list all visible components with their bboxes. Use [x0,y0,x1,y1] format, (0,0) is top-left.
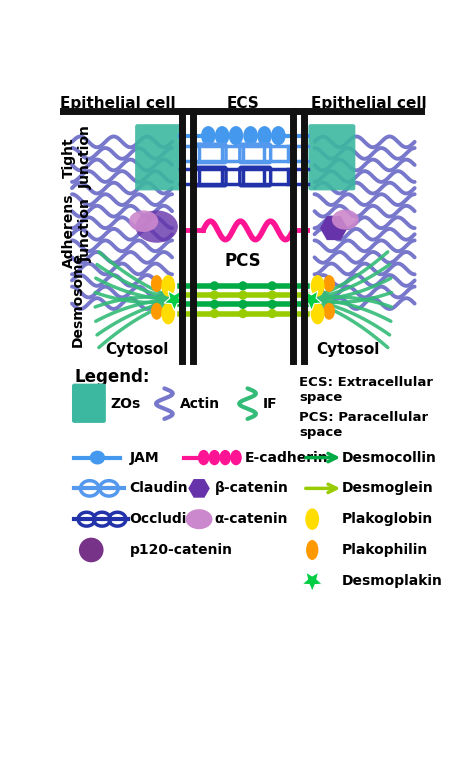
Ellipse shape [129,210,158,232]
Ellipse shape [198,450,210,465]
Ellipse shape [228,126,243,145]
Text: Epithelial cell: Epithelial cell [310,96,426,111]
Text: Desmoplakin: Desmoplakin [341,573,442,587]
Text: Desmoglein: Desmoglein [341,482,433,496]
Circle shape [267,309,277,318]
Ellipse shape [257,126,272,145]
Text: Claudin: Claudin [130,482,188,496]
Ellipse shape [151,303,163,320]
Ellipse shape [305,508,319,530]
Text: PCS: Paracellular
space: PCS: Paracellular space [299,412,428,440]
Ellipse shape [271,126,286,145]
Ellipse shape [161,303,175,324]
FancyBboxPatch shape [72,384,106,423]
Circle shape [238,309,247,318]
Circle shape [238,281,247,290]
Text: PCS: PCS [225,252,261,270]
Polygon shape [302,572,322,591]
Text: Occludin: Occludin [130,512,197,526]
Text: Desmosome: Desmosome [70,252,84,347]
FancyBboxPatch shape [309,124,356,191]
Text: ECS: ECS [227,96,259,111]
Text: ZOs: ZOs [110,397,141,411]
Text: Tight
Junction: Tight Junction [62,125,92,189]
Ellipse shape [310,275,325,296]
Ellipse shape [332,209,359,230]
Circle shape [267,290,277,300]
Text: Legend:: Legend: [74,368,150,386]
Circle shape [210,281,219,290]
Ellipse shape [323,303,335,320]
Ellipse shape [136,210,178,243]
Circle shape [210,300,219,309]
Text: p120-catenin: p120-catenin [130,543,233,557]
Text: Plakophilin: Plakophilin [341,543,428,557]
Ellipse shape [90,450,105,464]
Text: Cytosol: Cytosol [317,342,380,357]
Text: Actin: Actin [180,397,220,411]
Text: IF: IF [263,397,278,411]
Circle shape [238,300,247,309]
Text: ECS: Extracellular
space: ECS: Extracellular space [299,376,433,404]
Ellipse shape [151,275,163,292]
Ellipse shape [323,275,335,292]
Polygon shape [164,291,185,310]
Circle shape [210,309,219,318]
Ellipse shape [230,450,242,465]
Ellipse shape [310,303,325,324]
Polygon shape [188,479,210,498]
Polygon shape [301,291,322,310]
Circle shape [79,538,103,562]
Text: Epithelial cell: Epithelial cell [60,96,176,111]
Ellipse shape [201,126,216,145]
Ellipse shape [161,275,175,296]
Ellipse shape [209,450,220,465]
Text: Plakoglobin: Plakoglobin [341,512,433,526]
Ellipse shape [219,450,231,465]
Text: Adherens
Junction: Adherens Junction [62,193,92,268]
FancyBboxPatch shape [135,124,182,191]
Ellipse shape [185,509,212,529]
Polygon shape [320,216,347,240]
Ellipse shape [306,540,319,560]
Circle shape [267,300,277,309]
Circle shape [210,290,219,300]
Ellipse shape [243,126,258,145]
Ellipse shape [215,126,229,145]
Text: JAM: JAM [130,450,159,464]
Text: Desmocollin: Desmocollin [341,450,437,464]
Text: E-cadherin: E-cadherin [245,450,329,464]
Text: β-catenin: β-catenin [214,482,288,496]
Text: α-catenin: α-catenin [214,512,288,526]
Text: Cytosol: Cytosol [106,342,169,357]
Circle shape [238,290,247,300]
Circle shape [267,281,277,290]
